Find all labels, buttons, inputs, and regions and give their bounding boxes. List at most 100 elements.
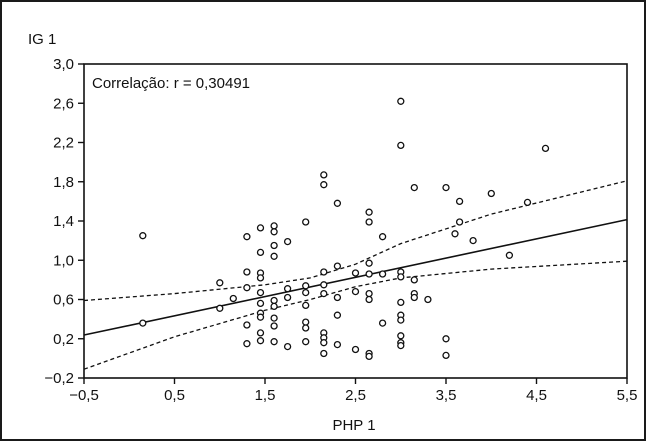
data-point [333, 262, 342, 270]
y-tick-label: 2,2 [53, 135, 74, 152]
axis-ticks: −0,5 0,5 1,5 2,5 3,5 4,5 5,5 3,0 2,6 2,2 1,8 1,4 1,0… [44, 56, 637, 404]
data-point [410, 293, 418, 302]
data-point [351, 269, 360, 277]
confidence-lower-curve [83, 260, 628, 370]
data-point [256, 299, 265, 308]
y-tick-label: 0,6 [53, 292, 74, 309]
data-point [505, 251, 514, 259]
data-point [442, 351, 450, 360]
data-point [378, 233, 387, 241]
correlation-annotation: Correlação: r = 0,30491 [92, 75, 250, 92]
data-point [302, 301, 310, 310]
x-axis-label: PHP 1 [332, 417, 375, 434]
data-point [523, 198, 532, 207]
data-point [270, 302, 278, 311]
data-point [139, 319, 147, 327]
data-point [302, 282, 310, 290]
y-axis-label: IG 1 [28, 31, 56, 48]
data-point [351, 345, 360, 354]
data-point [243, 268, 251, 276]
data-point [365, 289, 373, 298]
data-point [302, 288, 310, 297]
data-point [229, 294, 237, 303]
data-point [541, 144, 550, 153]
data-point [320, 349, 328, 358]
data-point [333, 293, 342, 302]
x-tick-label: 1,5 [255, 387, 276, 404]
data-point [243, 321, 251, 329]
data-point [487, 189, 495, 198]
y-tick-label: 1,0 [53, 252, 74, 269]
data-point [256, 274, 265, 282]
data-point [283, 237, 292, 246]
confidence-upper-curve [83, 180, 628, 302]
data-point [397, 273, 405, 281]
data-point [397, 97, 405, 105]
y-tick-label: −0,2 [44, 370, 74, 387]
data-point [455, 197, 464, 206]
data-point [397, 141, 405, 150]
data-point [139, 232, 147, 240]
data-point [365, 295, 373, 304]
data-point [270, 338, 278, 346]
data-point [283, 293, 292, 302]
data-point [302, 324, 310, 332]
data-point [378, 319, 387, 327]
x-tick-label: 2,5 [345, 387, 366, 404]
data-point [455, 218, 464, 226]
data-point [333, 340, 342, 349]
data-point [320, 339, 328, 347]
data-point [320, 181, 328, 189]
data-point [256, 313, 265, 321]
plot-area [83, 63, 628, 379]
data-point [256, 337, 265, 345]
y-tick-label: 0,2 [53, 331, 74, 348]
data-point [410, 276, 418, 284]
data-point [397, 316, 405, 324]
data-point [270, 252, 278, 260]
data-points [139, 97, 550, 361]
data-point [283, 342, 292, 351]
data-point [283, 285, 292, 293]
data-point [302, 338, 310, 346]
data-point [333, 199, 342, 207]
x-tick-label: 4,5 [526, 387, 547, 404]
data-point [270, 314, 278, 322]
x-tick-label: 0,5 [164, 387, 185, 404]
data-point [302, 218, 310, 226]
data-point [365, 218, 373, 226]
data-point [216, 279, 224, 287]
data-point [302, 318, 310, 326]
x-tick-label: 5,5 [617, 387, 638, 404]
y-tick-label: 3,0 [53, 56, 74, 73]
data-point [397, 332, 405, 340]
data-point [320, 289, 328, 298]
data-point [320, 281, 328, 289]
data-point [256, 224, 265, 232]
data-point [397, 341, 405, 350]
regression-line [83, 218, 628, 336]
data-point [320, 171, 328, 179]
data-point [451, 230, 459, 238]
data-point [256, 329, 265, 337]
data-point [365, 270, 373, 278]
data-point [270, 296, 278, 305]
confidence-band [83, 180, 628, 370]
x-tick-label: −0,5 [69, 387, 99, 404]
data-point [410, 183, 418, 192]
data-point [216, 304, 224, 312]
data-point [270, 322, 278, 330]
data-point [243, 340, 251, 348]
data-point [320, 268, 328, 276]
data-point [243, 233, 251, 241]
y-tick-label: 2,6 [53, 95, 74, 112]
data-point [397, 298, 405, 307]
data-point [365, 259, 373, 267]
data-point [270, 241, 278, 250]
data-point [333, 311, 342, 319]
data-point [270, 228, 278, 236]
y-tick-label: 1,8 [53, 174, 74, 191]
data-point [442, 183, 450, 192]
